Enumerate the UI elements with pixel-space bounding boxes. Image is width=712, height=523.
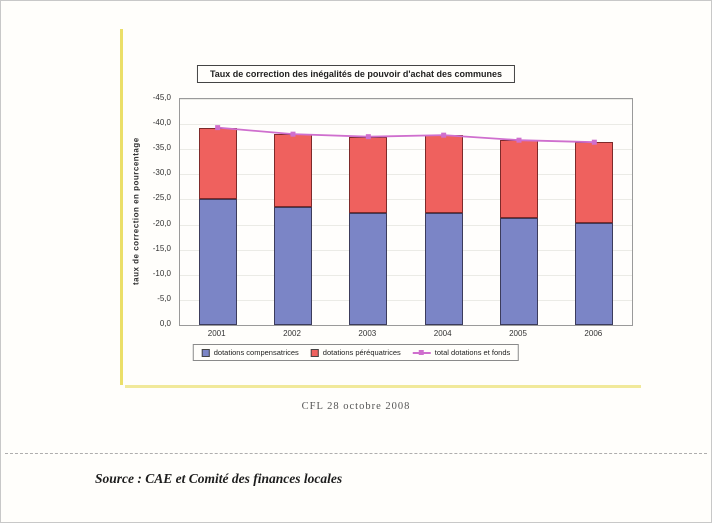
legend-item: total dotations et fonds <box>412 348 511 357</box>
y-tick-label: -35,0 <box>152 143 171 153</box>
bar-segment-perequatrices <box>349 136 388 213</box>
y-axis-tick-labels: 0,0 -5,0 -10,0 -15,0 -20,0 -25,0 -30,0 -35,0 -40… <box>135 93 175 328</box>
x-tick-label: 2002 <box>283 329 301 338</box>
gridline <box>180 199 632 201</box>
x-tick-label: 2005 <box>509 329 527 338</box>
legend-swatch <box>310 348 319 357</box>
legend-line-marker <box>412 349 431 356</box>
y-tick-label: -40,0 <box>152 118 171 128</box>
gridline <box>180 249 632 251</box>
source-note: Source : CAE et Comité des finances loca… <box>95 471 343 486</box>
total-line-marker <box>365 134 371 140</box>
y-tick-label: 0,0 <box>159 319 171 328</box>
x-tick-label: 2003 <box>358 329 377 338</box>
bar-segment-compensatrices <box>349 212 388 325</box>
chart-caption: CFL 28 octobre 2008 <box>301 401 411 412</box>
gridline <box>180 124 632 126</box>
yellow-highlight-horizontal <box>125 385 641 388</box>
gridline <box>180 149 632 151</box>
y-tick-label: -15,0 <box>152 243 171 253</box>
gridline <box>180 274 632 276</box>
dashed-divider <box>5 453 707 454</box>
x-tick-label: 2004 <box>433 329 452 338</box>
y-tick-label: -25,0 <box>152 193 171 203</box>
total-line-marker <box>290 131 296 137</box>
bar-segment-compensatrices <box>424 212 463 325</box>
bar-segment-perequatrices <box>198 127 237 200</box>
bar-segment-perequatrices <box>274 134 312 208</box>
legend-label: dotations péréquatrices <box>322 348 401 357</box>
bar-segment-perequatrices <box>575 142 614 223</box>
yellow-highlight-vertical <box>120 29 123 385</box>
legend-swatch <box>201 348 210 357</box>
bar-segment-compensatrices <box>274 207 312 325</box>
chart-title: Taux de correction des inégalités de pou… <box>196 65 516 83</box>
gridline <box>180 99 632 100</box>
total-line-marker <box>441 132 447 138</box>
total-line <box>215 125 597 145</box>
gridline <box>180 299 632 301</box>
x-tick-label: 2001 <box>207 329 226 338</box>
gridline <box>180 224 632 226</box>
bar-segment-compensatrices <box>198 199 237 325</box>
legend-label: dotations compensatrices <box>213 348 299 357</box>
y-tick-label: -20,0 <box>152 218 171 228</box>
legend-label: total dotations et fonds <box>434 348 511 357</box>
x-tick-label: 2006 <box>584 329 603 338</box>
plot-area <box>179 98 633 326</box>
total-line-marker <box>516 137 522 143</box>
gridline <box>180 174 632 176</box>
y-tick-label: -5,0 <box>157 293 171 303</box>
y-tick-label: -30,0 <box>152 168 171 178</box>
legend-item: dotations péréquatrices <box>310 348 401 357</box>
y-tick-label: -10,0 <box>152 268 171 278</box>
y-tick-label: -45,0 <box>152 93 171 102</box>
legend-item: dotations compensatrices <box>201 348 299 357</box>
total-line-marker <box>215 125 221 131</box>
bar-segment-compensatrices <box>575 222 614 325</box>
chart-legend: dotations compensatrices dotations péréqu… <box>192 344 520 361</box>
bar-segment-compensatrices <box>500 217 538 325</box>
total-line-marker <box>591 139 597 145</box>
x-axis-tick-labels: 2001 2002 2003 2004 2005 2006 <box>179 329 631 341</box>
